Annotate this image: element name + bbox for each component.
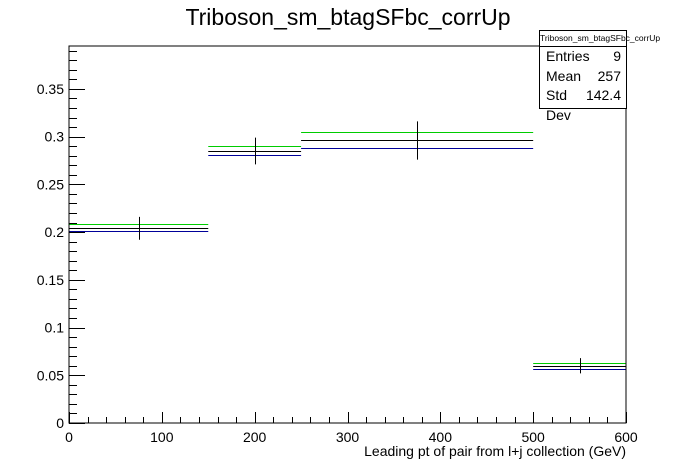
y-axis: 0 0.05 0.1 0.15 0.2 0.25 0.3 0.35 xyxy=(37,51,85,431)
x-axis-label: Leading pt of pair from l+j collection (… xyxy=(364,443,626,459)
y-tick-label: 0.35 xyxy=(37,81,64,97)
stats-box: Triboson_sm_btagSFbc_corrUp Entries 9 Me… xyxy=(539,30,660,123)
stats-box-title: Triboson_sm_btagSFbc_corrUp xyxy=(540,31,660,47)
y-tick-label: 0 xyxy=(56,415,64,431)
stats-entries-row: Entries 9 xyxy=(540,47,626,67)
x-tick-label: 500 xyxy=(521,429,545,445)
error-bars xyxy=(139,121,581,374)
y-tick-label: 0.05 xyxy=(37,367,64,383)
x-tick-label: 300 xyxy=(336,429,360,445)
stats-std-value: 142.4 xyxy=(585,87,621,103)
y-tick-label: 0.25 xyxy=(37,176,64,192)
chart-title: Triboson_sm_btagSFbc_corrUp xyxy=(185,4,511,30)
y-tick-label: 0.15 xyxy=(37,272,64,288)
x-tick-label: 100 xyxy=(150,429,174,445)
plot-frame xyxy=(68,45,627,424)
x-tick-label: 600 xyxy=(614,429,638,445)
x-tick-label: 200 xyxy=(243,429,267,445)
x-tick-label: 0 xyxy=(65,429,73,445)
stats-mean-value: 257 xyxy=(597,67,621,84)
stats-entries-label: Entries xyxy=(546,48,590,64)
stats-std-row: Std Dev 142.4 xyxy=(540,86,626,123)
histogram-bars xyxy=(69,132,626,370)
stats-mean-row: Mean 257 xyxy=(540,67,626,87)
y-tick-label: 0.3 xyxy=(45,129,65,145)
x-axis: 0 100 200 300 400 500 600 xyxy=(65,412,638,445)
stats-entries-value: 9 xyxy=(613,48,621,64)
stats-std-label: Std Dev xyxy=(546,87,571,123)
y-tick-label: 0.1 xyxy=(45,320,65,336)
x-tick-label: 400 xyxy=(429,429,453,445)
stats-mean-label: Mean xyxy=(546,67,582,84)
y-tick-label: 0.2 xyxy=(45,224,65,240)
